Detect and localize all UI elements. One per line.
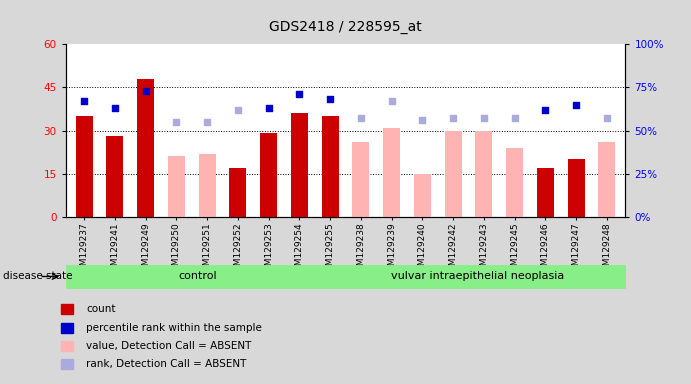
Point xyxy=(325,96,336,103)
Point xyxy=(478,115,489,121)
Bar xyxy=(352,142,369,217)
Text: vulvar intraepithelial neoplasia: vulvar intraepithelial neoplasia xyxy=(391,271,565,281)
Text: disease state: disease state xyxy=(3,271,73,281)
Bar xyxy=(137,79,154,217)
Text: GDS2418 / 228595_at: GDS2418 / 228595_at xyxy=(269,20,422,34)
Bar xyxy=(198,154,216,217)
Point xyxy=(109,105,120,111)
Point xyxy=(355,115,366,121)
Bar xyxy=(260,134,277,217)
Bar xyxy=(598,142,616,217)
Point xyxy=(386,98,397,104)
Bar xyxy=(445,131,462,217)
Point xyxy=(171,119,182,125)
Text: control: control xyxy=(178,271,217,281)
Bar xyxy=(229,168,246,217)
Bar xyxy=(537,168,554,217)
Point xyxy=(232,107,243,113)
Bar xyxy=(414,174,431,217)
Point xyxy=(79,98,90,104)
Bar xyxy=(168,157,184,217)
Text: value, Detection Call = ABSENT: value, Detection Call = ABSENT xyxy=(86,341,252,351)
Text: rank, Detection Call = ABSENT: rank, Detection Call = ABSENT xyxy=(86,359,247,369)
Bar xyxy=(75,116,93,217)
Point xyxy=(540,107,551,113)
Bar xyxy=(568,159,585,217)
Point xyxy=(263,105,274,111)
Text: percentile rank within the sample: percentile rank within the sample xyxy=(86,323,263,333)
Text: count: count xyxy=(86,304,116,314)
Point xyxy=(571,101,582,108)
Point xyxy=(140,88,151,94)
Point xyxy=(601,115,612,121)
Point xyxy=(202,119,213,125)
Bar xyxy=(322,116,339,217)
Bar xyxy=(507,148,523,217)
Point xyxy=(417,117,428,123)
Bar xyxy=(106,136,123,217)
Bar xyxy=(384,127,400,217)
Point xyxy=(448,115,459,121)
Point xyxy=(509,115,520,121)
Point xyxy=(294,91,305,98)
Bar xyxy=(291,113,307,217)
Bar xyxy=(475,131,493,217)
